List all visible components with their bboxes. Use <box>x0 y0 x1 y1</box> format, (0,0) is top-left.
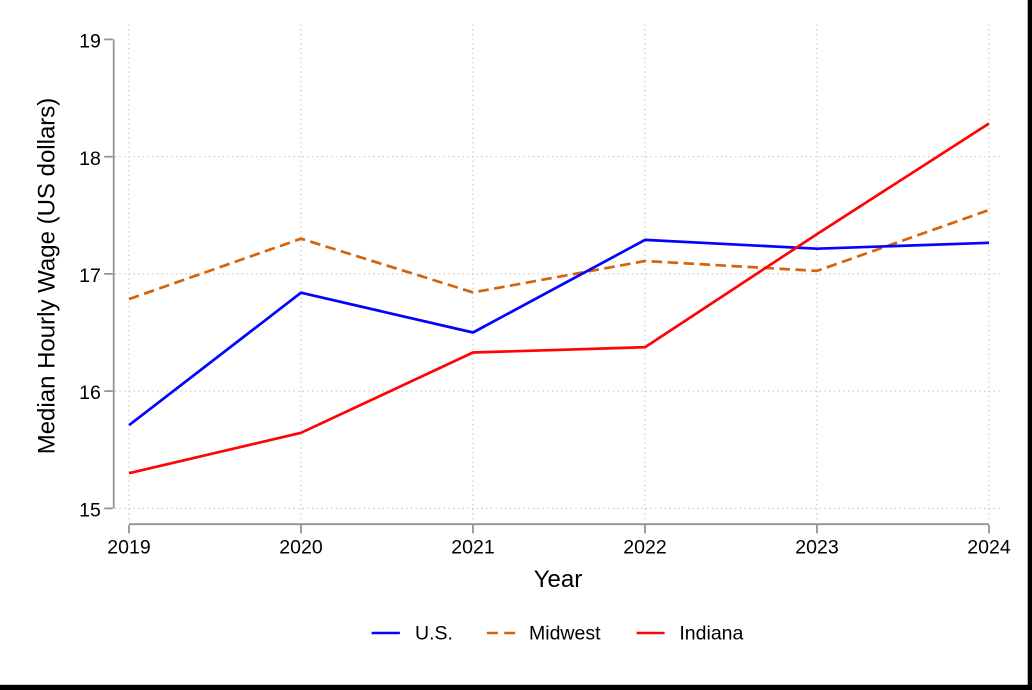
svg-text:19: 19 <box>79 31 101 53</box>
svg-text:2024: 2024 <box>967 537 1011 559</box>
svg-text:2020: 2020 <box>279 537 323 559</box>
svg-text:Indiana: Indiana <box>679 623 743 645</box>
svg-text:2022: 2022 <box>623 537 666 559</box>
svg-text:15: 15 <box>79 500 101 522</box>
svg-text:U.S.: U.S. <box>415 623 453 645</box>
svg-text:2023: 2023 <box>795 537 838 559</box>
svg-text:Median Hourly Wage (US dollars: Median Hourly Wage (US dollars) <box>34 98 61 455</box>
svg-text:Year: Year <box>534 566 583 593</box>
svg-text:2021: 2021 <box>451 537 494 559</box>
svg-text:16: 16 <box>79 382 101 404</box>
svg-text:2019: 2019 <box>107 537 150 559</box>
svg-text:17: 17 <box>79 265 101 287</box>
svg-text:18: 18 <box>79 148 101 170</box>
svg-text:Midwest: Midwest <box>529 623 601 645</box>
